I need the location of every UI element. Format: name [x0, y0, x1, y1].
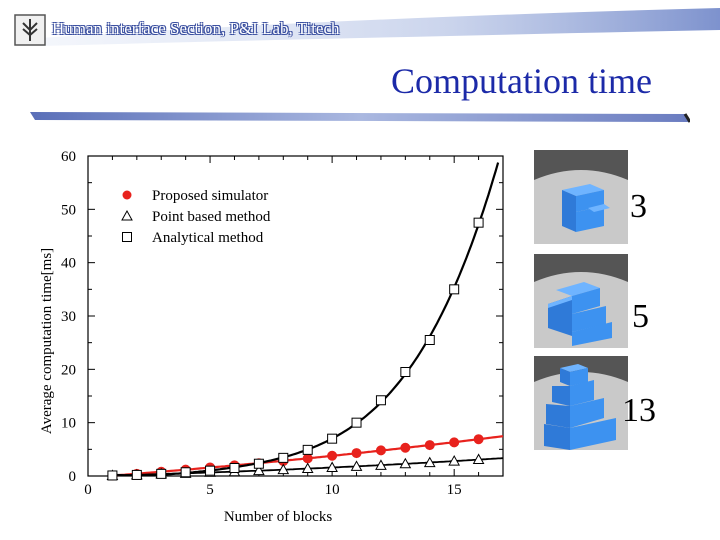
- legend-label-1: Proposed simulator: [152, 188, 268, 204]
- point-based-point: [448, 455, 461, 466]
- point-based-point: [277, 463, 290, 475]
- proposed-point: [327, 450, 338, 461]
- thumbnail-label-5: 5: [632, 298, 649, 335]
- slide-title: Computation time: [391, 61, 652, 101]
- point-based-point: [350, 460, 363, 471]
- analytical-point: [253, 458, 264, 469]
- legend-label-2: Point based method: [152, 209, 271, 225]
- proposed-point: [473, 434, 484, 445]
- y-tick-label: 40: [61, 256, 76, 272]
- legend-marker-proposed: [122, 190, 132, 200]
- analytical-point: [351, 417, 362, 428]
- chart-markers: [106, 217, 485, 481]
- block-stack-icon: [562, 184, 610, 232]
- point-based-point: [375, 459, 387, 470]
- thumbnail-label-3: 3: [630, 188, 647, 225]
- y-tick-label: 20: [61, 362, 76, 378]
- analytical-point: [424, 335, 435, 345]
- analytical-point: [327, 433, 338, 444]
- analytical-point: [107, 470, 118, 481]
- y-tick-label: 60: [61, 149, 76, 165]
- x-axis-label: Number of blocks: [224, 509, 332, 525]
- legend-marker-analytical: [122, 232, 132, 242]
- y-tick-label: 0: [69, 469, 77, 485]
- analytical-point: [131, 469, 142, 480]
- y-tick-label: 30: [61, 309, 76, 325]
- proposed-point: [424, 440, 435, 451]
- analytical-point: [375, 395, 386, 406]
- block-stack-icon: [548, 282, 612, 346]
- proposed-point: [449, 437, 460, 448]
- titech-logo-icon: [14, 14, 46, 46]
- y-tick-label: 50: [61, 202, 76, 218]
- legend-marker-point-based: [121, 209, 133, 221]
- x-tick-label: 0: [84, 482, 92, 498]
- analytical-point: [156, 468, 167, 479]
- legend-label-3: Analytical method: [152, 230, 264, 246]
- analytical-point: [400, 367, 411, 377]
- proposed-point: [351, 448, 362, 459]
- y-tick-label: 10: [61, 416, 76, 432]
- point-based-point: [423, 456, 436, 468]
- analytical-point: [205, 465, 216, 476]
- point-based-point: [399, 457, 412, 469]
- x-tick-label: 15: [447, 482, 462, 498]
- chart-tick-labels: 0 5 10 15 0 10 20 30 40 50 60: [61, 149, 462, 498]
- x-tick-label: 10: [325, 482, 340, 498]
- thumbnail-3-blocks: [534, 150, 628, 244]
- title-underline-bar: [30, 112, 690, 123]
- point-based-point: [253, 464, 265, 476]
- point-based-point: [301, 462, 314, 474]
- proposed-point: [400, 442, 411, 453]
- y-axis-label: Average computation time[ms]: [39, 248, 55, 434]
- point-based-point: [326, 461, 338, 472]
- chart-legend: Proposed simulator Point based method Anal…: [121, 188, 271, 246]
- analytical-point: [449, 284, 460, 295]
- block-stack-icon: [544, 364, 616, 450]
- thumbnail-13-blocks: [534, 356, 628, 450]
- proposed-point: [375, 445, 386, 456]
- analytical-point: [229, 463, 240, 473]
- proposed-point: [302, 453, 313, 464]
- thumbnail-5-blocks: [534, 254, 628, 348]
- chart-axes: [87, 155, 504, 477]
- analytical-point: [302, 444, 313, 455]
- lab-name: Human interface Section, P&I Lab, Titech: [52, 19, 340, 38]
- point-based-point: [472, 453, 485, 464]
- x-tick-label: 5: [206, 482, 214, 498]
- analytical-point: [180, 467, 191, 478]
- thumbnail-label-13: 13: [622, 392, 656, 429]
- analytical-point: [278, 452, 289, 463]
- analytical-point: [473, 217, 484, 228]
- header-decoration: [40, 8, 720, 46]
